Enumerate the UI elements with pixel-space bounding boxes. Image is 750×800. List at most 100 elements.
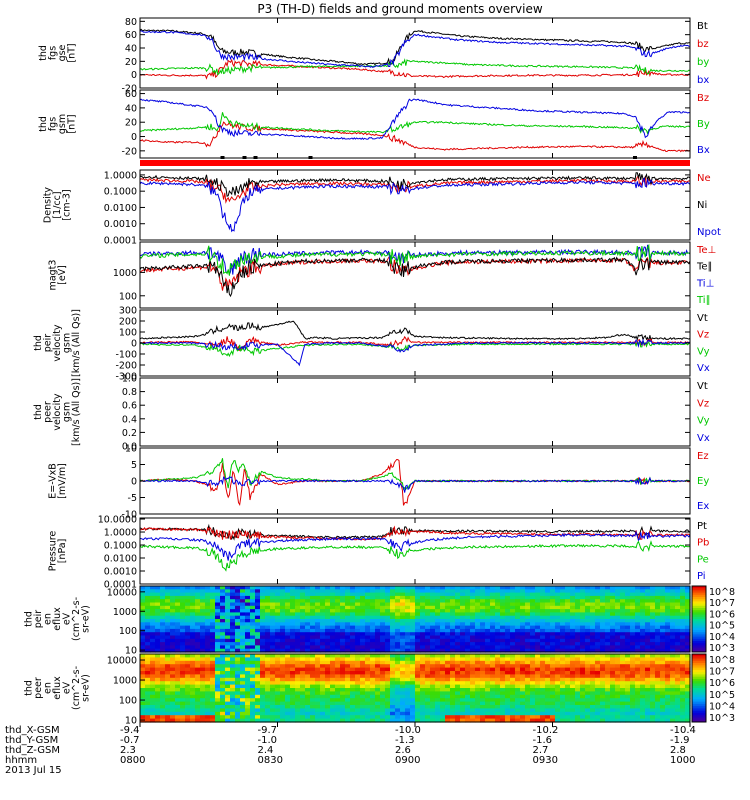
spectrogram-cell	[420, 589, 426, 594]
spectrogram-cell	[355, 605, 361, 610]
spectrogram-cell	[225, 586, 231, 590]
spectrogram-cell	[580, 648, 586, 653]
spectrogram-cell	[345, 664, 351, 669]
spectrogram-cell	[340, 622, 346, 627]
spectrogram-cell	[545, 615, 551, 620]
legend-ez: Ez	[697, 451, 709, 462]
spectrogram-cell	[515, 628, 521, 633]
spectrogram-cell	[560, 599, 566, 604]
spectrogram-cell	[495, 688, 501, 692]
spectrogram-cell	[150, 645, 156, 650]
spectrogram-cell	[425, 701, 431, 706]
spectrogram-cell	[455, 701, 461, 706]
spectrogram-cell	[600, 701, 606, 706]
spectrogram-cell	[460, 698, 466, 703]
spectrogram-cell	[435, 667, 441, 672]
spectrogram-cell	[290, 684, 296, 689]
spectrogram-cell	[490, 698, 496, 703]
spectrogram-cell	[535, 622, 541, 627]
spectrogram-cell	[590, 628, 596, 633]
spectrogram-cell	[160, 638, 166, 643]
spectrogram-cell	[510, 654, 516, 658]
spectrogram-cell	[685, 602, 691, 607]
spectrogram-cell	[365, 625, 371, 630]
spectrogram-cell	[650, 645, 656, 650]
spectrogram-cell	[445, 657, 451, 662]
spectrogram-cell	[400, 671, 406, 675]
spectrogram-cell	[465, 599, 471, 604]
spectrogram-cell	[380, 589, 386, 594]
spectrogram-cell	[600, 586, 606, 590]
spectrogram-cell	[665, 642, 671, 646]
y-tick-label: 0.0100	[104, 554, 137, 565]
spectrogram-cell	[480, 619, 486, 623]
spectrogram-cell	[635, 684, 641, 689]
spectrogram-cell	[270, 642, 276, 646]
spectrogram-cell	[155, 609, 161, 613]
spectrogram-cell	[380, 691, 386, 696]
spectrogram-cell	[665, 589, 671, 594]
y-axis-label: Pressure[nPa]	[47, 531, 68, 572]
y-axis-label-line: thd	[33, 335, 44, 351]
spectrogram-cell	[590, 586, 596, 590]
footer-value-x: -10.4	[670, 725, 696, 736]
spectrogram-cell	[405, 625, 411, 630]
spectrogram-cell	[580, 677, 586, 682]
spectrogram-cell	[550, 602, 556, 607]
spectrogram-cell	[515, 684, 521, 689]
spectrogram-cell	[575, 628, 581, 633]
spectrogram-cell	[390, 612, 396, 617]
spectrogram-cell	[415, 605, 421, 610]
spectrogram-cell	[570, 698, 576, 703]
spectrogram-cell	[310, 654, 316, 658]
spectrogram-cell	[290, 602, 296, 607]
spectrogram-cell	[320, 715, 326, 720]
spectrogram-cell	[475, 592, 481, 597]
spectrogram-cell	[315, 638, 321, 643]
spectrogram-cell	[265, 648, 271, 653]
spectrogram-cell	[450, 701, 456, 706]
spectrogram-cell	[240, 671, 246, 675]
spectrogram-cell	[375, 645, 381, 650]
spectrogram-cell	[465, 701, 471, 706]
spectrogram-cell	[550, 718, 556, 723]
spectrogram-cell	[345, 595, 351, 600]
spectrogram-cell	[580, 698, 586, 703]
spectrogram-cell	[620, 609, 626, 613]
spectrogram-cell	[285, 609, 291, 613]
spectrogram-cell	[390, 628, 396, 633]
spectrogram-cell	[545, 664, 551, 669]
spectrogram-cell	[315, 599, 321, 604]
spectrogram-cell	[220, 657, 226, 662]
spectrogram-cell	[375, 599, 381, 604]
spectrogram-cell	[610, 705, 616, 709]
spectrogram-cell	[585, 648, 591, 653]
plot-title: P3 (TH-D) fields and ground moments over…	[257, 2, 542, 16]
spectrogram-cell	[350, 701, 356, 706]
spectrogram-cell	[175, 708, 181, 713]
spectrogram-cell	[545, 622, 551, 627]
spectrogram-cell	[560, 688, 566, 692]
spectrogram-cell	[350, 599, 356, 604]
spectrogram-cell	[205, 654, 211, 658]
spectrogram-cell	[640, 694, 646, 699]
spectrogram-cell	[195, 694, 201, 699]
spectrogram-cell	[445, 718, 451, 723]
spectrogram-cell	[475, 677, 481, 682]
spectrogram-cell	[580, 688, 586, 692]
spectrogram-cell	[280, 691, 286, 696]
spectrogram-cell	[375, 625, 381, 630]
spectrogram-cell	[655, 715, 661, 720]
spectrogram-cell	[175, 671, 181, 675]
spectrogram-cell	[400, 698, 406, 703]
spectrogram-cell	[580, 622, 586, 627]
spectrogram-cell	[605, 648, 611, 653]
spectrogram-cell	[520, 674, 526, 679]
spectrogram-cell	[205, 602, 211, 607]
spectrogram-cell	[145, 599, 151, 604]
spectrogram-cell	[475, 605, 481, 610]
spectrogram-cell	[430, 688, 436, 692]
spectrogram-cell	[165, 708, 171, 713]
spectrogram-cell	[145, 688, 151, 692]
spectrogram-cell	[225, 657, 231, 662]
